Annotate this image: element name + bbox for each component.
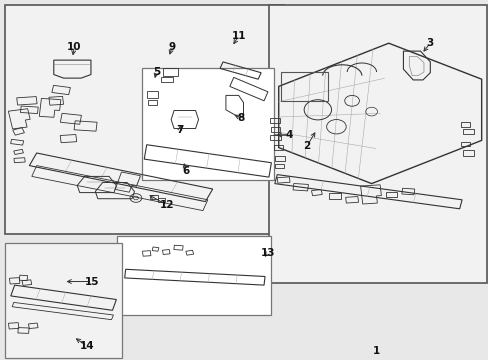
Text: 10: 10 bbox=[67, 42, 81, 52]
Text: 4: 4 bbox=[285, 130, 293, 140]
Text: 15: 15 bbox=[84, 276, 99, 287]
Text: 12: 12 bbox=[160, 200, 174, 210]
Text: 5: 5 bbox=[153, 67, 160, 77]
Bar bbox=[268, 5, 486, 283]
Text: 2: 2 bbox=[303, 141, 310, 151]
Bar bbox=[117, 236, 271, 315]
Text: 7: 7 bbox=[176, 125, 183, 135]
Bar bbox=[281, 72, 327, 101]
Bar bbox=[5, 243, 122, 358]
Text: 8: 8 bbox=[237, 113, 244, 123]
Text: 3: 3 bbox=[426, 38, 433, 48]
Text: 13: 13 bbox=[260, 248, 275, 258]
Bar bbox=[142, 68, 273, 180]
Bar bbox=[5, 5, 283, 234]
Text: 11: 11 bbox=[231, 31, 245, 41]
Text: 6: 6 bbox=[182, 166, 189, 176]
Text: 1: 1 bbox=[372, 346, 379, 356]
Text: 14: 14 bbox=[80, 341, 94, 351]
Text: 9: 9 bbox=[168, 42, 175, 52]
